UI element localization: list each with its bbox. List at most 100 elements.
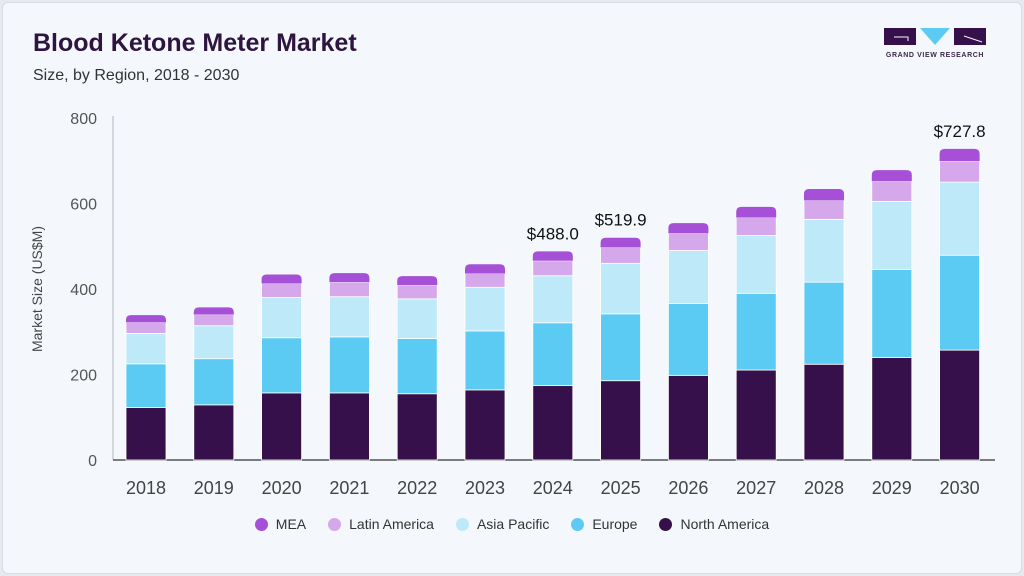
bar-segment-north-america: [668, 374, 709, 461]
bar-segment-europe: [328, 336, 370, 394]
legend-item-north-america: North America: [659, 516, 769, 532]
bar-segment-latin-america: [939, 160, 980, 183]
bar-segment-europe: [125, 363, 167, 408]
bar-segment-europe: [532, 322, 574, 387]
bar-segment-mea: [126, 315, 166, 323]
bar-segment-asia-pacific: [125, 333, 167, 365]
bar-segment-asia-pacific: [532, 275, 574, 324]
legend-item-latin-america: Latin America: [328, 516, 434, 532]
legend-swatch-icon: [254, 517, 268, 531]
bar-segment-europe: [803, 281, 845, 365]
bar-segment-north-america: [464, 389, 506, 461]
chart-subtitle: Size, by Region, 2018 - 2030: [33, 67, 240, 84]
bar-segment-mea: [532, 251, 573, 261]
bar-segment-mea: [804, 188, 844, 201]
y-tick-label: 200: [70, 368, 97, 385]
grand-view-research-logo: GRAND VIEW RESEARCH: [884, 28, 986, 62]
bar-segment-north-america: [396, 393, 438, 461]
bar-segment-north-america: [328, 392, 370, 461]
bar-segment-mea: [329, 273, 370, 283]
x-tick-label: 2018: [126, 478, 166, 498]
bar-segment-europe: [939, 254, 980, 351]
bar-segment-asia-pacific: [600, 262, 641, 315]
logo-text: GRAND VIEW RESEARCH: [885, 52, 985, 59]
bar-segment-north-america: [600, 380, 641, 461]
bar-segment-north-america: [803, 363, 845, 461]
bar-segment-asia-pacific: [668, 250, 709, 304]
legend-item-europe: Europe: [571, 516, 637, 532]
bar-segment-latin-america: [803, 200, 845, 220]
legend-label: Latin America: [349, 516, 434, 532]
bar-segment-asia-pacific: [464, 286, 506, 332]
bar-segment-europe: [261, 337, 303, 394]
bar-segment-europe: [464, 330, 506, 391]
bar-segment-north-america: [532, 385, 574, 461]
bar-segment-latin-america: [125, 321, 167, 334]
legend-swatch-icon: [571, 517, 585, 531]
bar-segment-latin-america: [668, 233, 709, 251]
x-tick-label: 2028: [804, 478, 844, 498]
bar-segment-asia-pacific: [193, 325, 235, 360]
x-tick-label: 2021: [329, 478, 369, 498]
x-tick-label: 2030: [940, 478, 980, 498]
legend-label: North America: [680, 516, 770, 532]
legend: MEA Latin America Asia Pacific Europe North …: [0, 516, 1024, 532]
total-data-label: $488.0: [527, 224, 579, 243]
bar-segment-mea: [736, 206, 777, 218]
bar-segment-asia-pacific: [396, 298, 438, 339]
bar-segment-mea: [193, 307, 234, 315]
bar-segment-north-america: [939, 349, 980, 461]
bar-segment-europe: [871, 268, 913, 358]
total-data-label: $519.9: [595, 211, 647, 230]
legend-label: MEA: [275, 516, 307, 532]
bar-segment-latin-america: [261, 283, 303, 298]
bar-segment-europe: [396, 338, 438, 395]
bar-segment-asia-pacific: [735, 235, 777, 294]
x-tick-label: 2020: [262, 478, 302, 498]
legend-item-mea: MEA: [254, 516, 307, 532]
legend-label: Asia Pacific: [476, 516, 550, 532]
bar-segment-asia-pacific: [939, 181, 980, 256]
y-tick-label: 600: [70, 197, 97, 214]
bar-segment-mea: [465, 264, 505, 274]
bar-segment-latin-america: [193, 314, 235, 327]
bar-segment-north-america: [735, 369, 777, 461]
bar-segment-north-america: [125, 407, 167, 461]
y-axis-label: Market Size (US$M): [29, 226, 45, 352]
bar-segment-mea: [668, 223, 709, 234]
logo-mark-icon: [884, 28, 986, 45]
x-tick-label: 2022: [397, 478, 437, 498]
bar-segment-asia-pacific: [871, 200, 913, 270]
bar-segment-asia-pacific: [261, 297, 303, 339]
x-tick-label: 2026: [668, 478, 708, 498]
legend-swatch-icon: [659, 517, 673, 531]
bar-segment-europe: [193, 358, 235, 406]
y-tick-label: 400: [70, 282, 97, 299]
bar-segment-mea: [600, 237, 641, 248]
bar-segment-asia-pacific: [328, 296, 370, 338]
legend-swatch-icon: [455, 517, 469, 531]
bar-segment-mea: [397, 276, 438, 286]
bar-segment-latin-america: [396, 284, 438, 300]
y-tick-label: 800: [70, 111, 97, 128]
bar-segment-asia-pacific: [803, 218, 845, 283]
bar-segment-north-america: [193, 404, 235, 461]
x-tick-label: 2027: [736, 478, 776, 498]
total-data-label: $727.8: [934, 122, 986, 141]
x-tick-label: 2019: [194, 478, 234, 498]
x-tick-label: 2025: [601, 478, 641, 498]
legend-label: Europe: [592, 516, 638, 532]
legend-item-asia-pacific: Asia Pacific: [455, 516, 550, 532]
bar-segment-latin-america: [464, 273, 506, 288]
bar-segment-mea: [261, 274, 302, 284]
bar-segment-latin-america: [532, 260, 574, 277]
x-tick-label: 2023: [465, 478, 505, 498]
bar-segment-europe: [668, 303, 709, 376]
bar-segment-europe: [600, 313, 641, 382]
bar-segment-north-america: [261, 392, 303, 461]
bar-segment-latin-america: [600, 247, 641, 264]
y-tick-label: 0: [88, 453, 97, 470]
x-tick-label: 2024: [533, 478, 573, 498]
